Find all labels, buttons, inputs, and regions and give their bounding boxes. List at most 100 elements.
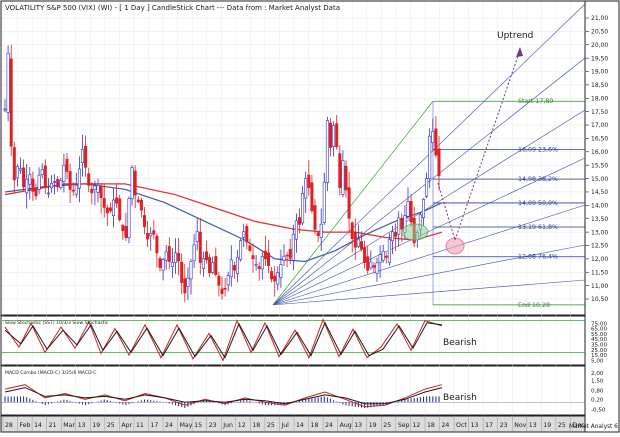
- candle-body: [43, 165, 47, 188]
- date-axis-ticks: 28 Feb 14 21 Mar 13 19 25 Apr 11 17 24 May 15 23 Jun 12 1…: [2, 416, 585, 432]
- price-tick-label: 13,00: [591, 229, 608, 236]
- candle-body: [9, 58, 13, 147]
- date-tick-label: 12: [238, 422, 246, 429]
- date-tick-label: Mar: [63, 422, 75, 429]
- date-tick-label: 24: [165, 422, 173, 429]
- price-tick-label: 20,00: [591, 42, 608, 49]
- candle-body: [254, 264, 258, 266]
- candle-body: [164, 251, 168, 261]
- candle-body: [118, 198, 122, 221]
- fan-line: [272, 109, 586, 306]
- candle-body: [28, 174, 32, 185]
- fib-level-label: 14,98 38,2%: [518, 176, 558, 183]
- candle-body: [115, 197, 119, 204]
- date-tick-label: Oct: [456, 422, 467, 429]
- candle-body: [394, 231, 398, 237]
- candle-body: [112, 199, 116, 216]
- candle-body: [282, 255, 286, 261]
- candle-body: [257, 266, 261, 270]
- candle-body: [285, 254, 289, 257]
- candle-body: [18, 168, 22, 171]
- date-tick-label: 18: [252, 422, 260, 429]
- date-tick-label: May: [180, 422, 193, 429]
- candle-body: [338, 153, 342, 188]
- macd-tick-label: 0,80: [591, 389, 604, 395]
- candle-body: [56, 179, 60, 188]
- candle-body: [93, 185, 97, 190]
- date-tick-label: Apr: [121, 422, 132, 429]
- stochastic-tick-label: 75,00: [591, 321, 607, 327]
- candle-body: [341, 160, 345, 195]
- price-tick-label: 15,50: [591, 162, 608, 169]
- fib-level-label: 16,09 23,6%: [518, 146, 558, 153]
- candle-body: [375, 262, 379, 274]
- candle-body: [328, 122, 332, 148]
- candle-body: [77, 168, 81, 189]
- candle-body: [192, 244, 196, 262]
- price-tick-label: 19,00: [591, 69, 608, 76]
- brand-label: Market Analyst 6: [569, 424, 618, 430]
- candle-body: [174, 252, 178, 263]
- candle-body: [25, 178, 29, 194]
- candle-body: [335, 123, 339, 148]
- projection-arrows: [437, 47, 523, 241]
- candle-body: [406, 201, 410, 217]
- candle-body: [344, 165, 348, 191]
- price-tick-label: 13,50: [591, 216, 608, 223]
- date-tick-label: 19: [543, 422, 551, 429]
- candle-body: [350, 222, 354, 240]
- price-tick-label: 15,00: [591, 176, 608, 183]
- stochastic-tick-label: 35,00: [591, 342, 607, 348]
- candle-body: [239, 240, 243, 260]
- candle-body: [431, 131, 435, 143]
- candle-body: [195, 231, 199, 242]
- candle-body: [263, 250, 267, 260]
- candle-body: [74, 184, 78, 195]
- candle-body: [332, 125, 336, 147]
- stochastic-tick-label: 55,00: [591, 332, 607, 338]
- target-highlight-pink: [445, 237, 465, 255]
- candle-body: [6, 52, 10, 113]
- candle-body: [143, 215, 147, 228]
- moving-average-red: [4, 183, 443, 241]
- fib-level-label: End 10,28: [518, 302, 550, 309]
- candle-body: [186, 277, 190, 287]
- candle-body: [167, 246, 171, 262]
- price-tick-label: 14,00: [591, 203, 608, 210]
- date-tick-label: Feb: [20, 422, 31, 429]
- fib-level-label: 14,09 50,0%: [518, 200, 558, 207]
- date-tick-label: 21: [49, 422, 57, 429]
- candle-body: [400, 218, 404, 230]
- price-tick-label: 18,00: [591, 95, 608, 102]
- macd-panel: [0, 365, 586, 416]
- macd-tick-label: 1,50: [591, 378, 604, 384]
- candle-body: [108, 207, 112, 212]
- candle-body: [434, 128, 438, 156]
- candle-body: [121, 225, 125, 232]
- date-tick-label: 13: [354, 422, 362, 429]
- date-tick-label: 12: [412, 422, 420, 429]
- candle-body: [183, 278, 187, 294]
- price-tick-label: 21,00: [591, 15, 608, 22]
- fib-retracement-levels: Start 17,89 16,09 23,6% 14,98 38,2% 14,09 5…: [433, 98, 585, 309]
- price-axis-strip: [584, 0, 620, 433]
- date-tick-label: Aug: [340, 422, 352, 429]
- candle-body: [279, 264, 283, 278]
- price-tick-label: 16,50: [591, 136, 608, 143]
- candle-body: [369, 261, 373, 269]
- candle-body: [353, 231, 357, 248]
- projection-up-line: [454, 49, 521, 241]
- candle-body: [12, 147, 16, 181]
- candle-body: [229, 259, 233, 278]
- macd-panel-label: MACD Combo (MACD-C) 3/25/6 MACD-C: [5, 370, 96, 376]
- candle-body: [266, 252, 270, 267]
- candle-body: [307, 174, 311, 188]
- date-axis-strip: [0, 415, 586, 433]
- candle-body: [217, 275, 221, 286]
- candle-body: [384, 255, 388, 258]
- stochastic-tick-label: 45,00: [591, 337, 607, 343]
- candle-body: [294, 220, 298, 240]
- candle-body: [356, 238, 360, 247]
- candle-body: [363, 247, 367, 263]
- fib-level-label: 12,08 76,4%: [518, 254, 558, 261]
